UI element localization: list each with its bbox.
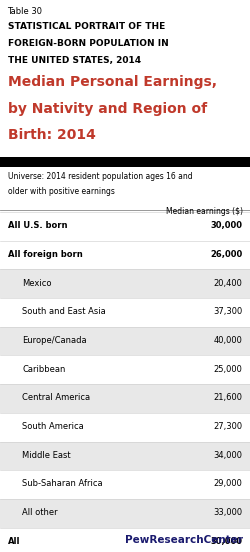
Text: Table 30: Table 30: [8, 7, 42, 15]
FancyBboxPatch shape: [0, 413, 250, 442]
Text: South America: South America: [22, 422, 84, 431]
FancyBboxPatch shape: [0, 212, 250, 241]
Text: FOREIGN-BORN POPULATION IN: FOREIGN-BORN POPULATION IN: [8, 39, 168, 47]
Text: Sub-Saharan Africa: Sub-Saharan Africa: [22, 480, 103, 489]
FancyBboxPatch shape: [0, 327, 250, 355]
Text: Median Personal Earnings,: Median Personal Earnings,: [8, 75, 216, 89]
Text: PewResearchCenter: PewResearchCenter: [124, 535, 242, 545]
Text: Universe: 2014 resident population ages 16 and: Universe: 2014 resident population ages …: [8, 172, 192, 181]
FancyBboxPatch shape: [0, 499, 250, 528]
Text: 21,600: 21,600: [214, 394, 242, 402]
FancyBboxPatch shape: [0, 269, 250, 298]
Text: All other: All other: [22, 508, 58, 517]
Text: 30,000: 30,000: [210, 221, 242, 230]
FancyBboxPatch shape: [0, 384, 250, 413]
Text: THE UNITED STATES, 2014: THE UNITED STATES, 2014: [8, 56, 140, 65]
Text: All: All: [8, 537, 20, 546]
Text: Caribbean: Caribbean: [22, 365, 66, 374]
Text: 20,400: 20,400: [214, 279, 242, 288]
Text: Mexico: Mexico: [22, 279, 52, 288]
Text: South and East Asia: South and East Asia: [22, 307, 106, 316]
Text: 27,300: 27,300: [214, 422, 242, 431]
Text: older with positive earnings: older with positive earnings: [8, 187, 115, 195]
FancyBboxPatch shape: [0, 528, 250, 552]
FancyBboxPatch shape: [0, 442, 250, 470]
Text: 25,000: 25,000: [214, 365, 242, 374]
Text: 37,300: 37,300: [213, 307, 242, 316]
FancyBboxPatch shape: [0, 355, 250, 384]
Text: Birth: 2014: Birth: 2014: [8, 128, 96, 142]
Text: Central America: Central America: [22, 394, 90, 402]
FancyBboxPatch shape: [0, 298, 250, 327]
Text: Europe/Canada: Europe/Canada: [22, 336, 87, 345]
Text: by Nativity and Region of: by Nativity and Region of: [8, 102, 206, 115]
Text: 26,000: 26,000: [210, 250, 242, 259]
Text: 29,000: 29,000: [214, 480, 242, 489]
Text: Median earnings ($): Median earnings ($): [166, 207, 242, 216]
Text: 33,000: 33,000: [214, 508, 242, 517]
Text: All foreign born: All foreign born: [8, 250, 82, 259]
Text: STATISTICAL PORTRAIT OF THE: STATISTICAL PORTRAIT OF THE: [8, 22, 165, 30]
Text: Middle East: Middle East: [22, 451, 71, 460]
FancyBboxPatch shape: [0, 470, 250, 499]
FancyBboxPatch shape: [0, 157, 250, 167]
Text: 30,000: 30,000: [210, 537, 242, 546]
Text: 40,000: 40,000: [214, 336, 242, 345]
Text: All U.S. born: All U.S. born: [8, 221, 67, 230]
Text: 34,000: 34,000: [214, 451, 242, 460]
FancyBboxPatch shape: [0, 241, 250, 269]
